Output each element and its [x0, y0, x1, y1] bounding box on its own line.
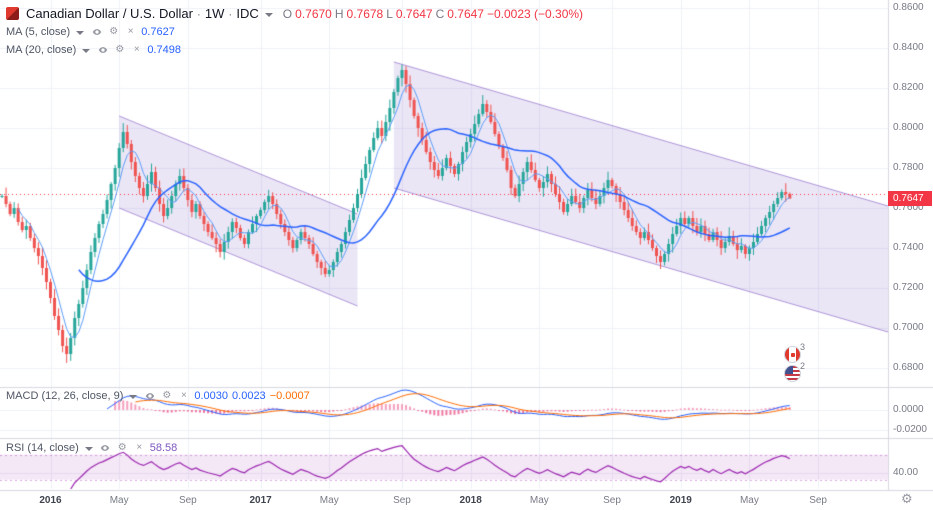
low-value: 0.7647 [395, 6, 433, 21]
idea-count-badge: 3 [799, 342, 807, 352]
chevron-down-icon[interactable] [129, 394, 138, 399]
macd-label[interactable]: MACD (12, 26, close, 9) [6, 389, 124, 402]
ma20-value: 0.7498 [147, 43, 181, 56]
chevron-down-icon[interactable] [76, 30, 85, 35]
interval-label[interactable]: 1W [204, 6, 225, 21]
ma5-label[interactable]: MA (5, close) [6, 25, 71, 38]
symbol-title[interactable]: Canadian Dollar / U.S. Dollar [26, 6, 193, 21]
separator: · [196, 6, 201, 21]
high-label: H [334, 6, 344, 21]
gear-icon[interactable]: ⚙ [117, 442, 127, 453]
ma5-value: 0.7627 [141, 25, 175, 38]
idea-marker-canada-flag[interactable]: 3 [784, 342, 807, 363]
close-icon[interactable]: × [133, 44, 140, 55]
close-icon[interactable]: × [136, 442, 143, 453]
open-value: 0.7670 [295, 6, 332, 21]
ohlc-values: O 0.7670 H 0.7678 L 0.7647 C 0.7647 −0.0… [283, 7, 583, 21]
us-flag-icon [784, 365, 801, 382]
close-icon[interactable]: × [180, 390, 187, 401]
symbol-logo-icon [6, 7, 19, 20]
eye-icon[interactable] [143, 389, 156, 402]
idea-marker-us-flag[interactable]: 2 [784, 361, 807, 382]
macd-line-value: 0.0023 [232, 389, 266, 402]
change-value: −0.0023 (−0.30%) [486, 6, 584, 21]
rsi-value: 58.58 [149, 441, 178, 454]
eye-icon[interactable] [90, 25, 103, 38]
macd-hist-value: 0.0030 [194, 389, 229, 402]
open-label: O [282, 6, 293, 21]
ma20-legend: MA (20, close) ⚙ × 0.7498 [6, 43, 181, 56]
settings-gear-icon[interactable]: ⚙ [901, 492, 913, 507]
chevron-down-icon[interactable] [82, 48, 91, 53]
close-icon[interactable]: × [127, 26, 134, 37]
eye-icon[interactable] [96, 43, 109, 56]
close-label: C [435, 6, 445, 21]
low-label: L [386, 6, 393, 21]
canada-flag-icon [784, 346, 801, 363]
idea-count-badge: 2 [799, 361, 807, 371]
symbol-legend: Canadian Dollar / U.S. Dollar · 1W · IDC… [6, 6, 583, 21]
rsi-label[interactable]: RSI (14, close) [6, 441, 79, 454]
close-value: 0.7647 [447, 6, 484, 21]
gear-icon[interactable]: ⚙ [109, 26, 119, 37]
gear-icon[interactable]: ⚙ [115, 44, 125, 55]
separator: · [228, 6, 233, 21]
chevron-down-icon[interactable] [264, 12, 273, 17]
high-value: 0.7678 [346, 6, 384, 21]
macd-legend: MACD (12, 26, close, 9) ⚙ × 0.0030 0.002… [6, 389, 310, 402]
exchange-label: IDC [236, 6, 259, 21]
macd-signal-value: −0.0007 [269, 389, 310, 402]
eye-icon[interactable] [99, 441, 112, 454]
chevron-down-icon[interactable] [84, 446, 93, 451]
rsi-legend: RSI (14, close) ⚙ × 58.58 [6, 441, 177, 454]
gear-icon[interactable]: ⚙ [162, 390, 172, 401]
ma20-label[interactable]: MA (20, close) [6, 43, 77, 56]
ma5-legend: MA (5, close) ⚙ × 0.7627 [6, 25, 175, 38]
